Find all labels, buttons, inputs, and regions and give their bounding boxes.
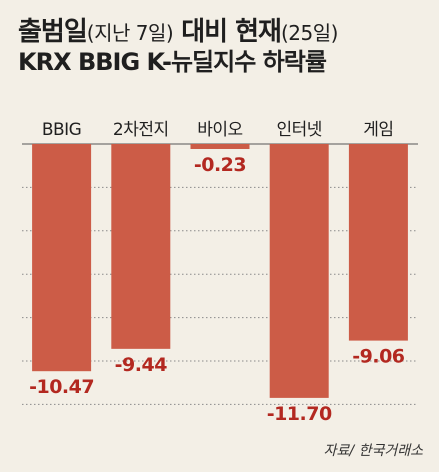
bar-1 <box>32 144 92 372</box>
value-label: -10.47 <box>29 376 94 398</box>
bar-3 <box>190 144 250 149</box>
category-label: 2차전지 <box>113 120 169 140</box>
chart-title: 출범일(지난 7일) 대비 현재(25일) KRX BBIG K-뉴딜지수 하락… <box>18 18 428 75</box>
value-label: -9.06 <box>352 346 405 368</box>
title-part-date-note: (지난 7일) <box>86 21 174 45</box>
category-label: BBIG <box>42 120 82 140</box>
bar-5 <box>348 144 408 341</box>
title-part-current-date: (25일) <box>280 21 338 45</box>
value-label: -9.44 <box>115 354 168 376</box>
source-note: 자료/ 한국거래소 <box>323 443 423 459</box>
category-label: 인터넷 <box>276 120 321 140</box>
category-label: 게임 <box>363 120 393 140</box>
title-part-vs-current: 대비 현재 <box>173 17 282 47</box>
title-part-launch-day: 출범일 <box>18 17 88 47</box>
bar-4 <box>269 144 329 398</box>
value-label: -0.23 <box>194 154 246 176</box>
chart-title-line-1: 출범일(지난 7일) 대비 현재(25일) <box>18 18 428 47</box>
chart-title-line-2: KRX BBIG K-뉴딜지수 하락률 <box>18 47 327 76</box>
category-label: 바이오 <box>197 120 242 140</box>
value-label: -11.70 <box>267 403 332 425</box>
bar-2 <box>111 144 171 349</box>
